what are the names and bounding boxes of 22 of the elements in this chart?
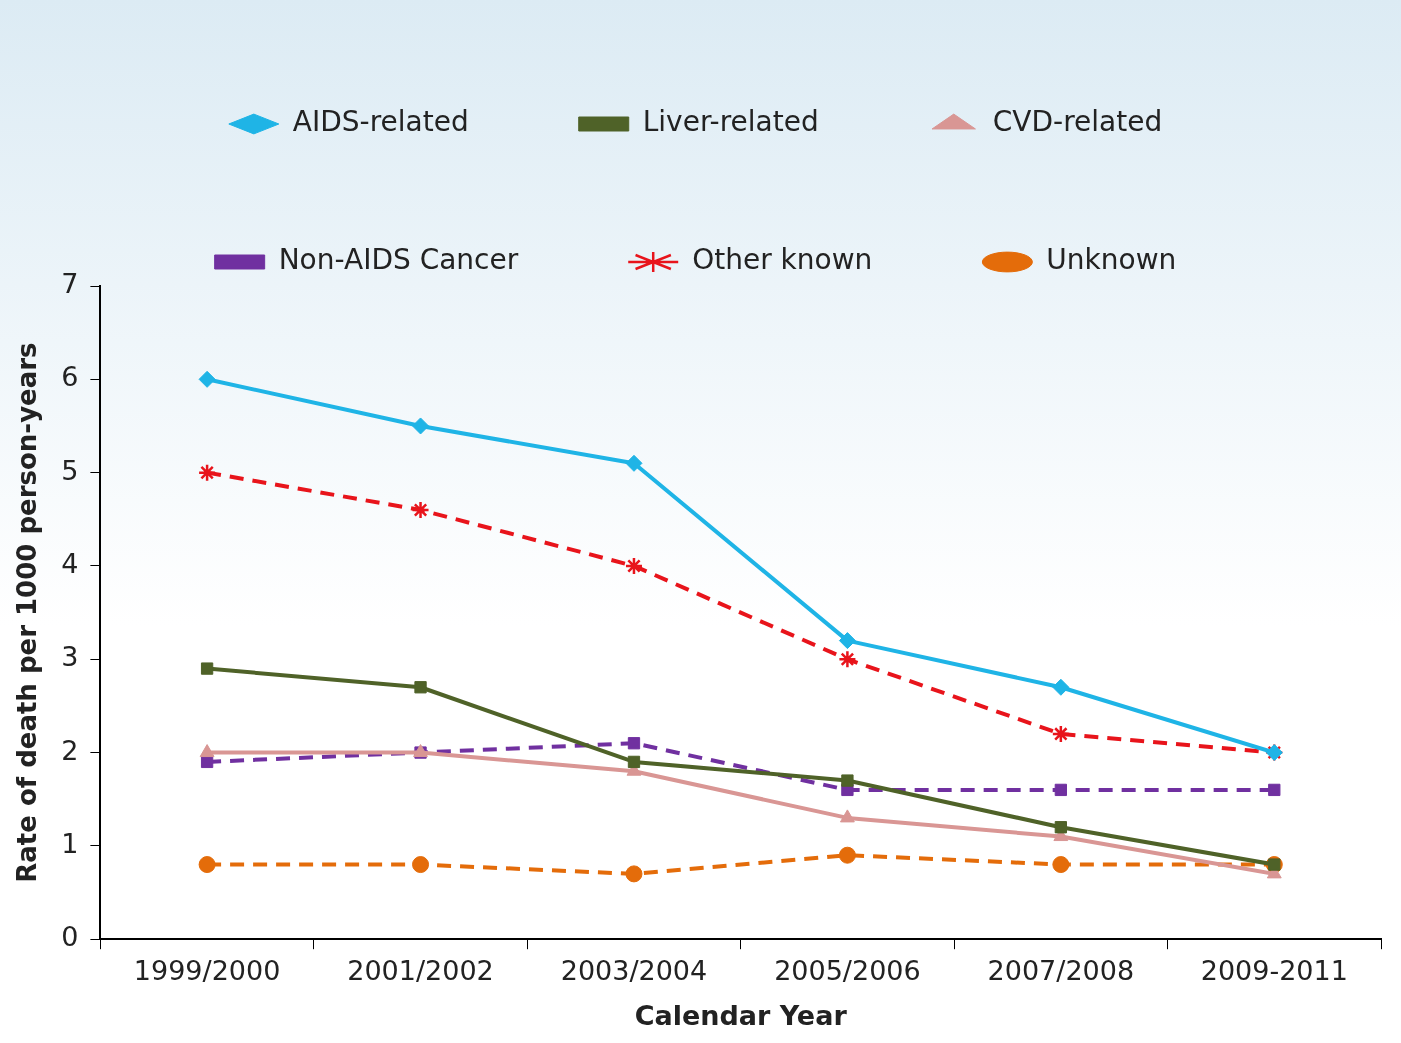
legend-label: Non-AIDS Cancer [278,243,519,277]
legend-label: Liver-related [642,105,819,139]
y-tick-label: 7 [61,268,79,300]
y-tick-label: 6 [61,361,79,393]
x-tick-label: 1999/2000 [133,955,281,987]
y-tick-label: 1 [61,827,79,859]
y-tick-label: 2 [61,734,79,766]
legend-label: AIDS-related [292,105,469,139]
legend-label: Unknown [1046,243,1177,277]
x-tick-label: 2001/2002 [347,955,494,987]
legend-label: Other known [692,243,873,277]
y-tick-label: 4 [61,547,79,579]
x-axis-title: Calendar Year [634,999,848,1031]
y-tick-label: 0 [61,921,79,953]
y-axis-title: Rate of death per 1000 person-years [12,342,43,883]
x-tick-label: 2003/2004 [560,955,708,987]
y-tick-label: 3 [61,641,79,673]
x-tick-label: 2009-2011 [1200,955,1348,987]
x-tick-label: 2005/2006 [774,955,921,987]
legend-label: CVD-related [992,105,1163,139]
y-tick-label: 5 [61,454,79,486]
x-tick-label: 2007/2008 [987,955,1135,987]
